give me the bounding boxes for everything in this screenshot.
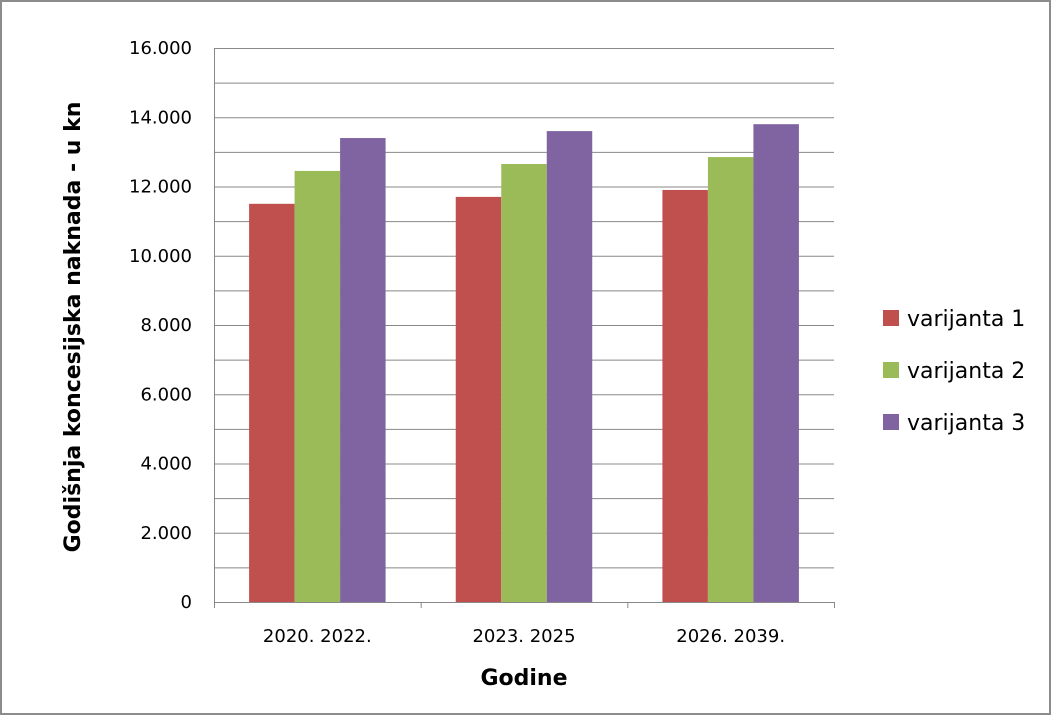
- y-tick-label: 6.000: [140, 384, 192, 405]
- y-tick-label: 12.000: [129, 177, 192, 198]
- y-tick-label: 8.000: [140, 315, 192, 336]
- y-axis: 0 2.000 4.000 6.000 8.000 10.000 12.000 14.000 1…: [129, 38, 215, 613]
- legend-label: varijanta 2: [907, 359, 1025, 384]
- bar-varijanta-2-3: [707, 157, 754, 602]
- bar-varijanta-1-2: [455, 196, 502, 602]
- legend-swatch: [883, 310, 899, 326]
- y-tick-label: 16.000: [129, 38, 192, 59]
- legend-label: varijanta 3: [907, 411, 1025, 436]
- legend-swatch: [883, 362, 899, 378]
- x-tick-label: 2023. 2025: [472, 626, 575, 647]
- bar-varijanta-3-3: [753, 124, 799, 603]
- bar-varijanta-3-2: [546, 131, 593, 602]
- x-tick-label: 2020. 2022.: [263, 626, 372, 647]
- x-tick-label: 2026. 2039.: [676, 626, 785, 647]
- legend: varijanta 1 varijanta 2 varijanta 3: [883, 307, 1025, 436]
- bar-varijanta-1-3: [662, 189, 708, 602]
- bar-varijanta-2-2: [501, 163, 547, 602]
- y-tick-label: 0: [181, 592, 192, 613]
- bar-varijanta-1-1: [249, 203, 295, 602]
- y-tick-label: 10.000: [129, 246, 192, 267]
- y-axis-title: Godišnja koncesijska naknada - u kn: [61, 102, 86, 553]
- legend-swatch: [883, 414, 899, 430]
- y-tick-label: 14.000: [129, 107, 192, 128]
- y-tick-label: 4.000: [140, 454, 192, 475]
- legend-label: varijanta 1: [907, 307, 1025, 332]
- x-axis-title: Godine: [480, 666, 567, 691]
- x-axis: 2020. 2022. 2023. 2025 2026. 2039.: [214, 602, 835, 647]
- bar-varijanta-3-1: [340, 138, 386, 602]
- bar-varijanta-2-1: [294, 170, 341, 602]
- bars: [249, 124, 799, 603]
- y-tick-label: 2.000: [140, 523, 192, 544]
